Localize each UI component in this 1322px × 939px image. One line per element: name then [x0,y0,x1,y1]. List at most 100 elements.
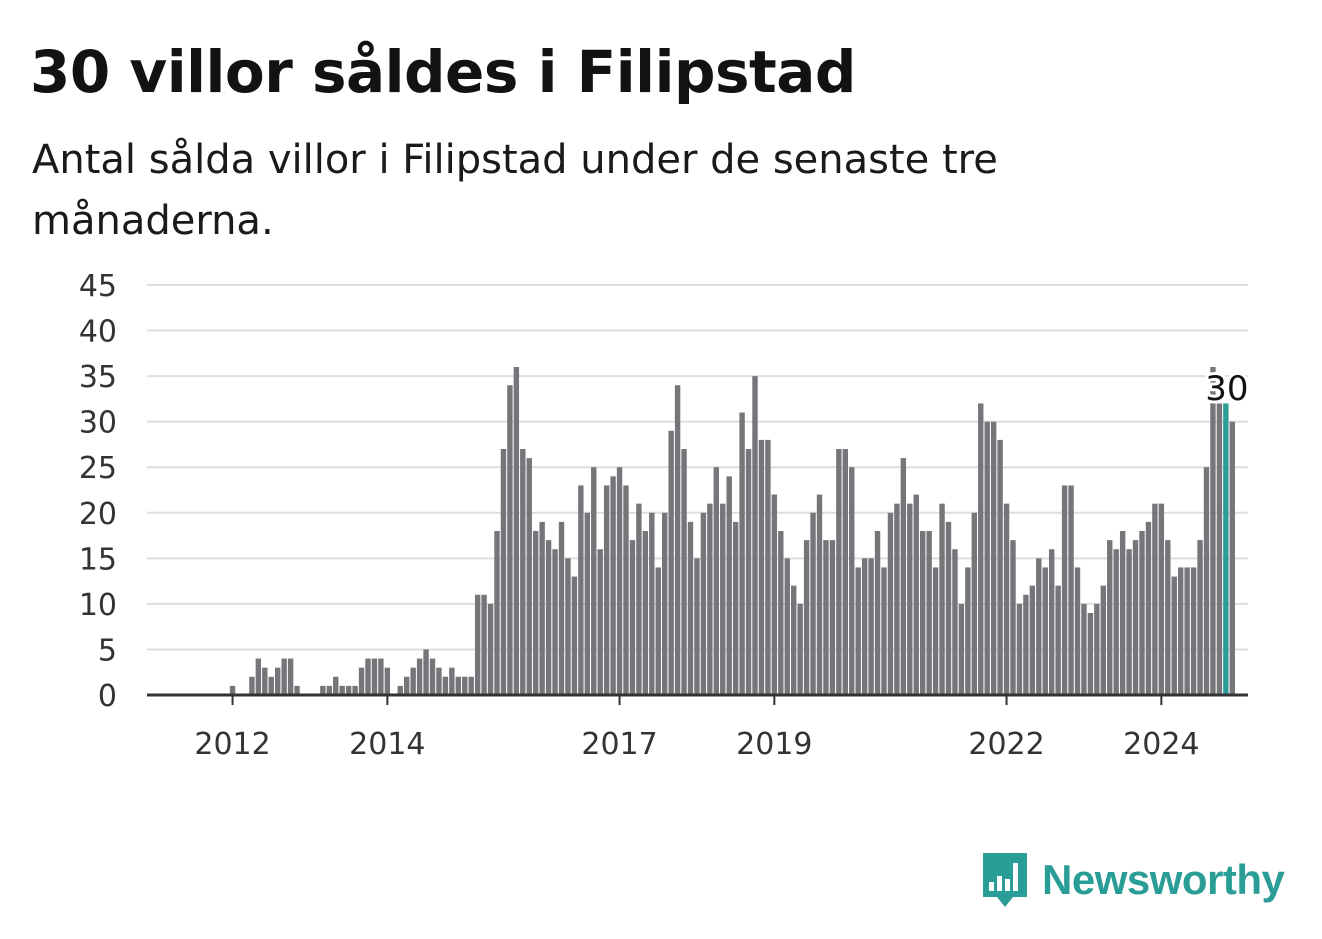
bar [416,658,423,695]
bar [358,667,365,695]
bars [229,367,1235,695]
bar [429,658,436,695]
bar [552,549,558,695]
annotations: 30 [1202,366,1251,412]
bar [281,658,287,695]
bar [449,667,455,695]
bar [700,512,707,695]
bar-highlight [1223,403,1229,695]
bar [275,667,281,695]
y-tick-label: 35 [79,360,117,395]
bar [539,521,545,695]
bar [784,558,790,695]
bar [378,658,384,695]
bar [642,531,649,695]
bar [1003,503,1010,695]
bar [881,567,887,695]
x-tick-label: 2014 [349,727,425,762]
bar [487,603,494,695]
bar [481,594,487,695]
bar [320,685,326,695]
bar [739,412,745,695]
y-tick-label: 20 [79,497,117,532]
bar [984,421,990,695]
bar [1074,567,1081,695]
bar [365,658,371,695]
bar [339,685,345,695]
bar [687,521,694,695]
bar [907,503,913,695]
bar [636,503,642,695]
bar [1081,603,1087,695]
bar [1184,567,1190,695]
bar [1171,576,1177,695]
bar [1152,503,1158,695]
bar [255,658,262,695]
bar [384,667,391,695]
bar [1132,540,1139,695]
bar [1139,531,1145,695]
x-tick-label: 2017 [581,727,657,762]
bar [1190,567,1197,695]
bar [455,676,461,695]
bar [268,676,274,695]
bar [823,540,829,695]
bar [500,449,507,695]
x-axis-ticks: 2012 2014 2017 2019 2022 2024 [194,695,1200,762]
newsworthy-logo-icon [983,853,1027,907]
bar [404,676,410,695]
bar [526,458,532,695]
bar [533,531,539,695]
bar [1178,567,1184,695]
bar [932,567,939,695]
bar [649,512,655,695]
bar [765,439,771,695]
bar [513,367,520,695]
bar [558,521,565,695]
bar [507,385,513,695]
bar [578,485,584,695]
bar [674,385,681,695]
bar [597,549,603,695]
bar [371,658,378,695]
bar [1165,540,1171,695]
bar [423,649,429,695]
bar [855,567,861,695]
bar [333,676,339,695]
bar [694,558,700,695]
bar [816,494,823,695]
bar [990,421,997,695]
y-tick-label: 40 [79,315,117,350]
bar [1145,521,1152,695]
y-tick-label: 0 [98,679,117,714]
bar [442,676,449,695]
bar [868,558,874,695]
bar [745,449,752,695]
bar [1068,485,1074,695]
bar [662,512,668,695]
bar [713,467,719,695]
bar [326,685,332,695]
bar [874,531,881,695]
bar [952,549,958,695]
bar [545,540,552,695]
bar [352,685,358,695]
x-tick-label: 2012 [194,727,270,762]
bar [732,521,739,695]
bar [397,685,403,695]
y-tick-label: 25 [79,451,117,486]
bar [1094,603,1100,695]
bar [1100,585,1106,695]
bar [462,676,468,695]
bar [900,458,907,695]
bar [965,567,971,695]
bar [861,558,868,695]
y-tick-label: 15 [79,542,117,577]
bar [978,403,984,695]
bar [294,685,300,695]
bar [1210,367,1216,695]
brand-logo[interactable]: Newsworthy [980,848,1285,912]
x-tick-label: 2024 [1123,727,1199,762]
bar [894,503,900,695]
